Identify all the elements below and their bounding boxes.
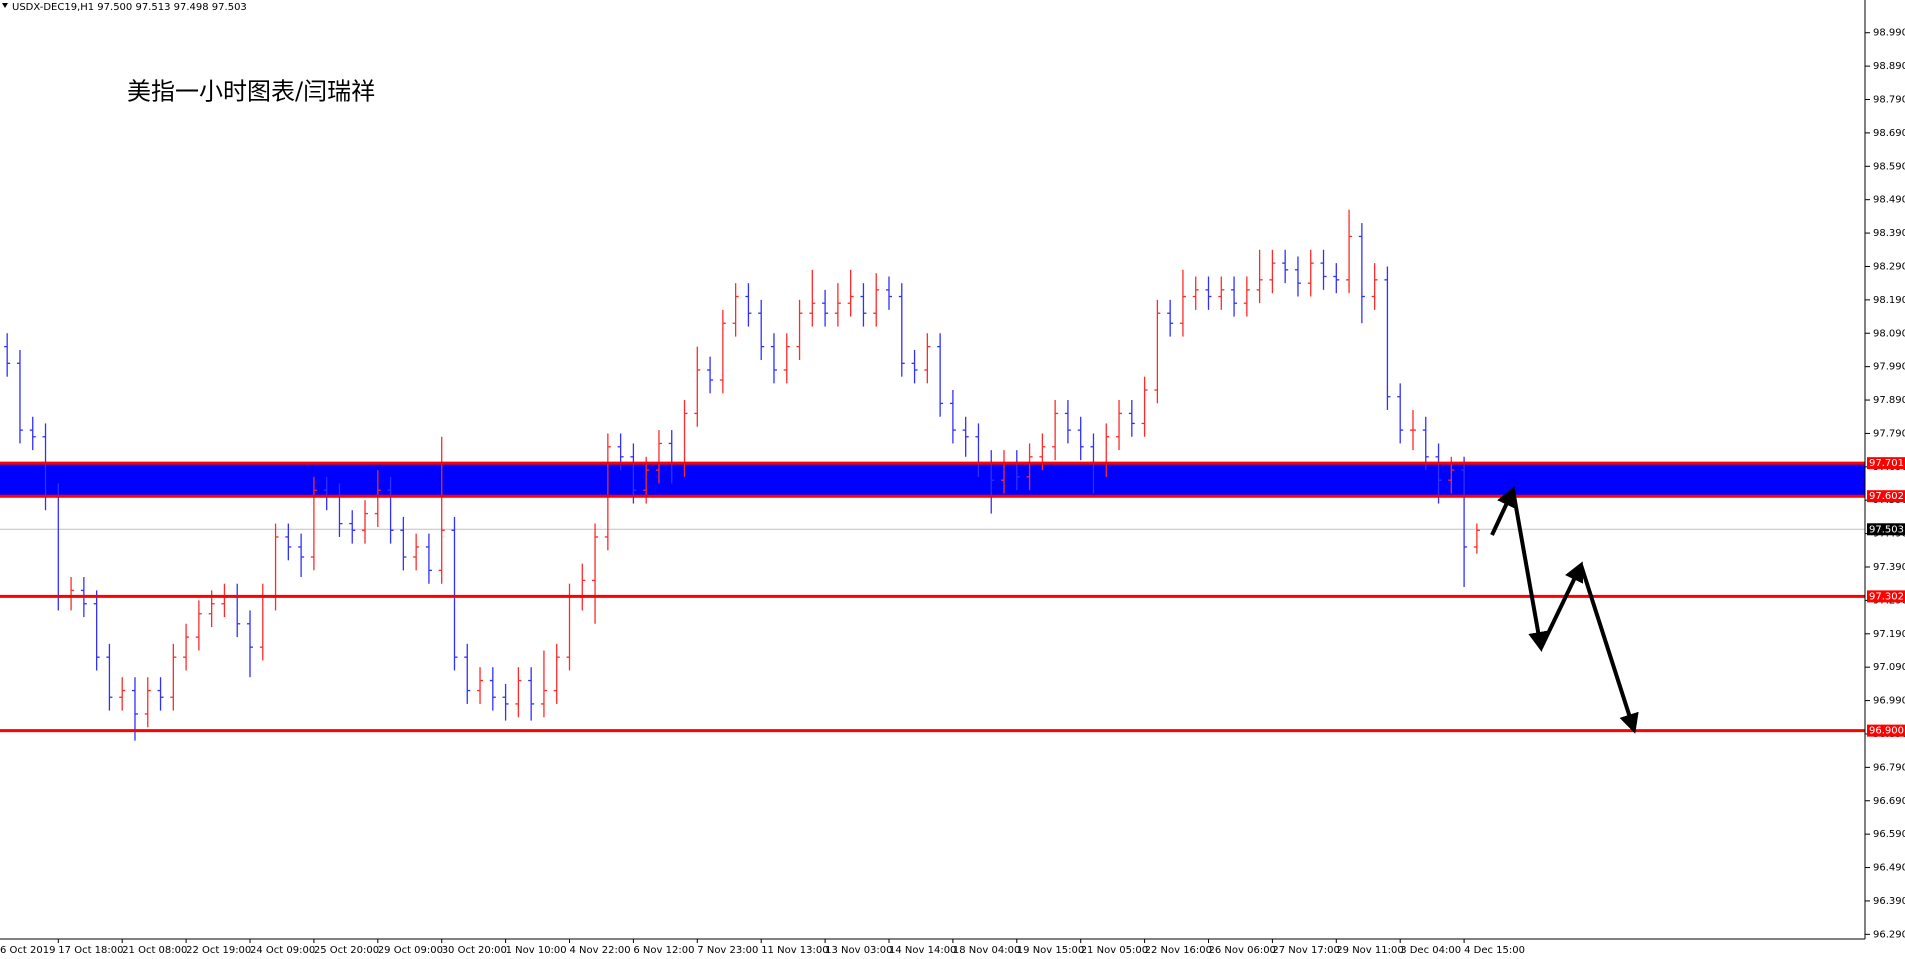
level-tag (1867, 724, 1905, 737)
y-tick-label: 96.690 (1873, 796, 1905, 807)
y-tick-label: 98.990 (1873, 28, 1905, 39)
current-price-tag (1867, 523, 1905, 536)
forecast-arrow (1511, 489, 1549, 652)
y-tick-label: 98.890 (1873, 61, 1905, 72)
x-tick-label: 19 Nov 15:00 (1017, 945, 1084, 956)
zone (0, 463, 1865, 497)
x-tick-label: 30 Oct 20:00 (442, 945, 507, 956)
x-tick-label: 14 Nov 14:00 (889, 945, 956, 956)
y-tick-label: 97.190 (1873, 629, 1905, 640)
x-tick-label: 7 Nov 23:00 (697, 945, 758, 956)
y-tick-label: 96.590 (1873, 829, 1905, 840)
x-tick-label: 1 Nov 10:00 (506, 945, 567, 956)
x-tick-label: 6 Nov 12:00 (633, 945, 694, 956)
x-tick-label: 21 Oct 08:00 (122, 945, 187, 956)
level-label: 97.302 (1869, 591, 1904, 602)
level-tag (1867, 590, 1905, 603)
x-tick-label: 27 Nov 17:00 (1272, 945, 1339, 956)
x-tick-label: 29 Nov 11:00 (1336, 945, 1403, 956)
x-tick-label: 13 Nov 03:00 (825, 945, 892, 956)
y-tick-label: 98.590 (1873, 161, 1905, 172)
level-label: 96.900 (1869, 726, 1904, 737)
marks (0, 209, 1865, 741)
y-tick-label: 97.390 (1873, 562, 1905, 573)
x-tick-label: 3 Dec 04:00 (1400, 945, 1461, 956)
x-tick-label: 17 Oct 18:00 (58, 945, 123, 956)
y-tick-label: 96.790 (1873, 762, 1905, 773)
level-label: 97.602 (1869, 491, 1904, 502)
y-tick-label: 97.990 (1873, 362, 1905, 373)
y-tick-label: 97.790 (1873, 428, 1905, 439)
x-tick-label: 4 Dec 15:00 (1464, 945, 1525, 956)
forecast-arrow (1579, 564, 1639, 734)
y-tick-label: 96.390 (1873, 896, 1905, 907)
y-tick-label: 97.090 (1873, 662, 1905, 673)
x-tick-label: 18 Nov 04:00 (953, 945, 1020, 956)
y-tick-label: 96.490 (1873, 863, 1905, 874)
y-tick-label: 96.290 (1873, 929, 1905, 940)
x-tick-label: 21 Nov 05:00 (1081, 945, 1148, 956)
x-tick-label: 22 Oct 19:00 (186, 945, 251, 956)
y-tick-label: 98.490 (1873, 195, 1905, 206)
y-tick-label: 97.890 (1873, 395, 1905, 406)
annotation: 美指一小时图表/闫瑞祥 (127, 78, 375, 106)
level-tag (1867, 490, 1905, 503)
y-tick-label: 96.990 (1873, 696, 1905, 707)
menu-icon (2, 3, 8, 8)
x-tick-label: 22 Nov 16:00 (1145, 945, 1212, 956)
x-tick-label: 4 Nov 22:00 (570, 945, 631, 956)
y-tick-label: 98.190 (1873, 295, 1905, 306)
y-tick-label: 98.290 (1873, 261, 1905, 272)
chart-title: USDX-DEC19,H1 97.500 97.513 97.498 97.50… (12, 2, 247, 13)
x-tick-label: 25 Oct 20:00 (314, 945, 379, 956)
y-tick-label: 98.390 (1873, 228, 1905, 239)
x-tick-label: 26 Nov 06:00 (1209, 945, 1276, 956)
x-tick-label: 11 Nov 13:00 (761, 945, 828, 956)
y-tick-label: 98.790 (1873, 95, 1905, 106)
level-label: 97.701 (1869, 458, 1904, 469)
y-tick-label: 98.690 (1873, 128, 1905, 139)
x-tick-label: 29 Oct 09:00 (378, 945, 443, 956)
x-tick-label: 6 Oct 2019 (0, 945, 55, 956)
x-tick-label: 24 Oct 09:00 (250, 945, 315, 956)
current-price-label: 97.503 (1869, 524, 1904, 535)
forecast-arrow (1490, 486, 1516, 536)
y-tick-label: 98.090 (1873, 328, 1905, 339)
level-tag (1867, 457, 1905, 470)
forecast-arrow (1539, 561, 1584, 649)
